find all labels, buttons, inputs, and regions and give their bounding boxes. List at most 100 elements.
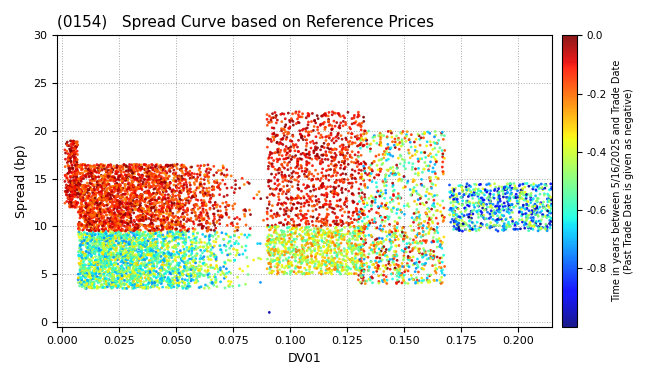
Point (326, 123, 337, 129)
Point (469, 207, 479, 213)
Point (274, 237, 285, 243)
Point (128, 170, 138, 176)
Point (375, 168, 385, 174)
Point (149, 280, 159, 286)
Point (333, 214, 343, 220)
Point (350, 176, 361, 182)
Point (121, 205, 131, 211)
Point (309, 264, 320, 270)
Point (187, 242, 197, 248)
Point (155, 165, 165, 171)
Point (99, 218, 109, 225)
Point (95, 233, 105, 239)
Point (292, 249, 302, 255)
Point (337, 147, 347, 153)
Point (296, 204, 306, 210)
Point (73, 200, 83, 206)
Point (336, 233, 346, 239)
Point (148, 268, 159, 274)
Point (346, 244, 356, 250)
Point (118, 220, 128, 226)
Point (107, 285, 117, 291)
Point (294, 186, 304, 192)
Point (144, 222, 155, 228)
Point (515, 208, 525, 214)
Point (150, 279, 160, 285)
Point (135, 234, 145, 240)
Point (161, 211, 172, 217)
Point (105, 184, 116, 190)
Point (365, 220, 375, 226)
Point (374, 259, 384, 265)
Point (387, 234, 397, 240)
Point (164, 266, 175, 272)
Point (348, 257, 359, 263)
Point (489, 210, 500, 216)
Point (124, 172, 134, 178)
Point (309, 203, 319, 209)
Point (300, 224, 311, 230)
Point (120, 185, 131, 192)
Point (164, 212, 174, 218)
Point (222, 222, 233, 228)
Point (110, 188, 120, 194)
Point (350, 253, 361, 259)
Point (174, 270, 185, 276)
Point (334, 231, 345, 238)
Point (398, 249, 409, 255)
Point (341, 186, 351, 192)
Point (365, 274, 376, 280)
Point (327, 232, 337, 238)
Point (333, 111, 344, 117)
Point (502, 187, 512, 193)
Point (77, 271, 88, 277)
Point (379, 180, 389, 186)
Point (544, 214, 554, 220)
Point (109, 193, 120, 200)
Point (153, 216, 163, 222)
Point (287, 242, 297, 248)
Point (106, 243, 116, 249)
Point (177, 201, 188, 207)
Point (289, 142, 300, 149)
Point (121, 271, 131, 277)
Point (68, 166, 78, 173)
Point (77, 266, 88, 272)
Point (355, 122, 365, 128)
Point (347, 250, 358, 256)
Point (144, 173, 155, 179)
Point (415, 240, 426, 246)
Point (364, 171, 374, 177)
Point (156, 211, 166, 217)
Point (221, 211, 231, 217)
Point (385, 228, 395, 234)
Point (81, 267, 92, 273)
Point (107, 174, 118, 180)
Point (419, 135, 429, 141)
Point (324, 202, 334, 208)
Point (61, 189, 72, 195)
Point (376, 135, 386, 141)
Point (79, 251, 90, 257)
Point (281, 178, 292, 184)
Point (354, 256, 365, 263)
Point (97, 248, 107, 254)
Point (203, 174, 214, 180)
Point (336, 231, 346, 238)
Point (283, 129, 293, 135)
Point (183, 188, 193, 195)
Point (299, 151, 309, 157)
Point (207, 250, 217, 256)
Point (336, 240, 346, 246)
Point (156, 217, 166, 223)
Point (78, 226, 88, 233)
Point (174, 173, 185, 179)
Point (306, 128, 317, 135)
Point (517, 187, 528, 193)
Point (122, 268, 132, 274)
Point (217, 213, 228, 219)
Point (164, 225, 175, 231)
Point (338, 220, 348, 226)
Point (284, 187, 294, 193)
Point (387, 197, 397, 203)
